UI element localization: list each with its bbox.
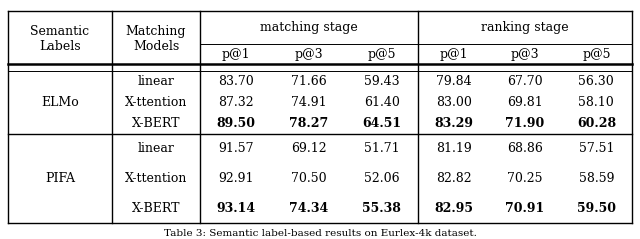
Text: 61.40: 61.40 xyxy=(364,96,399,109)
Text: 78.27: 78.27 xyxy=(289,117,328,130)
Text: p@5: p@5 xyxy=(582,48,611,60)
Text: 83.00: 83.00 xyxy=(436,96,472,109)
Text: matching stage: matching stage xyxy=(260,21,358,34)
Text: 69.81: 69.81 xyxy=(507,96,543,109)
Text: Matching
Models: Matching Models xyxy=(125,25,186,53)
Text: 74.91: 74.91 xyxy=(291,96,327,109)
Text: 70.25: 70.25 xyxy=(508,172,543,185)
Text: 93.14: 93.14 xyxy=(217,202,256,215)
Text: p@1: p@1 xyxy=(439,48,468,60)
Text: X-ttention: X-ttention xyxy=(125,172,187,185)
Text: 69.12: 69.12 xyxy=(291,142,327,155)
Text: ranking stage: ranking stage xyxy=(481,21,569,34)
Text: 81.19: 81.19 xyxy=(436,142,472,155)
Text: 83.29: 83.29 xyxy=(434,117,473,130)
Text: ELMo: ELMo xyxy=(41,96,79,109)
Text: linear: linear xyxy=(138,142,175,155)
Text: 68.86: 68.86 xyxy=(507,142,543,155)
Text: 58.59: 58.59 xyxy=(579,172,614,185)
Text: PIFA: PIFA xyxy=(45,172,75,185)
Text: 51.71: 51.71 xyxy=(364,142,399,155)
Text: 74.34: 74.34 xyxy=(289,202,328,215)
Text: Table 3: Semantic label-based results on Eurlex-4k dataset.: Table 3: Semantic label-based results on… xyxy=(164,229,476,239)
Text: 58.10: 58.10 xyxy=(579,96,614,109)
Text: 59.50: 59.50 xyxy=(577,202,616,215)
Text: 57.51: 57.51 xyxy=(579,142,614,155)
Text: 70.91: 70.91 xyxy=(506,202,545,215)
Text: p@5: p@5 xyxy=(367,48,396,60)
Text: 67.70: 67.70 xyxy=(507,75,543,88)
Text: 59.43: 59.43 xyxy=(364,75,399,88)
Text: 56.30: 56.30 xyxy=(579,75,614,88)
Text: X-ttention: X-ttention xyxy=(125,96,187,109)
Text: 91.57: 91.57 xyxy=(219,142,254,155)
Text: 70.50: 70.50 xyxy=(291,172,327,185)
Text: p@3: p@3 xyxy=(294,48,323,60)
Text: Semantic
Labels: Semantic Labels xyxy=(31,25,90,53)
Text: X-BERT: X-BERT xyxy=(132,202,180,215)
Text: X-BERT: X-BERT xyxy=(132,117,180,130)
Text: 71.90: 71.90 xyxy=(506,117,545,130)
Text: 55.38: 55.38 xyxy=(362,202,401,215)
Text: 89.50: 89.50 xyxy=(217,117,256,130)
Text: 82.95: 82.95 xyxy=(434,202,473,215)
Text: p@1: p@1 xyxy=(222,48,251,60)
Text: 71.66: 71.66 xyxy=(291,75,327,88)
Text: 92.91: 92.91 xyxy=(219,172,254,185)
Text: p@3: p@3 xyxy=(511,48,540,60)
Text: 52.06: 52.06 xyxy=(364,172,399,185)
Text: 79.84: 79.84 xyxy=(436,75,472,88)
Text: 82.82: 82.82 xyxy=(436,172,472,185)
Text: 83.70: 83.70 xyxy=(218,75,254,88)
Text: 87.32: 87.32 xyxy=(218,96,254,109)
Text: 60.28: 60.28 xyxy=(577,117,616,130)
Text: 64.51: 64.51 xyxy=(362,117,401,130)
Text: linear: linear xyxy=(138,75,175,88)
